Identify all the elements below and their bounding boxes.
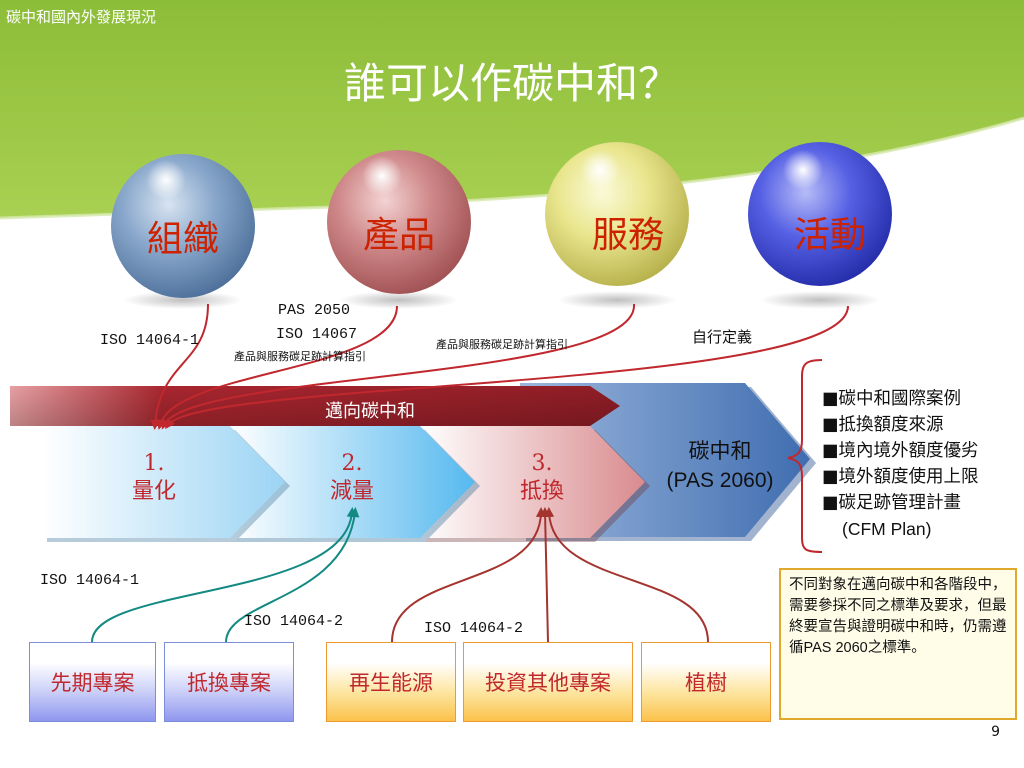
sphere-label-activity: 活動 — [793, 215, 866, 256]
slide-subtitle: 碳中和國內外發展現況 — [6, 8, 157, 26]
case-list-item: ■碳中和國際案例 — [822, 389, 962, 409]
target-line1: 碳中和 — [688, 439, 752, 463]
std-iso-14067: ISO 14067 — [276, 326, 358, 343]
banner-label: 邁向碳中和 — [325, 401, 415, 422]
project-box-tree-planting: 植樹 — [641, 642, 771, 722]
spheres-layer — [111, 142, 892, 309]
case-list-item: ■境外額度使用上限 — [822, 467, 979, 487]
project-box-renewable: 再生能源 — [326, 642, 456, 722]
step-3-number: 3. — [531, 451, 553, 476]
std-iso-14064-1-top: ISO 14064-1 — [100, 332, 200, 349]
case-list-item-cont: (CFM Plan) — [842, 519, 932, 539]
sphere-organization — [111, 154, 255, 309]
note-text: 不同對象在邁向碳中和各階段中，需要參採不同之標準及要求，但最終要宣告與證明碳中和… — [789, 577, 1007, 656]
std-self-defined: 自行定義 — [692, 328, 753, 346]
sphere-activity — [748, 142, 892, 309]
std-product-guide-left: 產品與服務碳足跡計算指引 — [234, 350, 366, 363]
sphere-service — [545, 142, 689, 309]
std-iso-14064-1-bottom: ISO 14064-1 — [40, 572, 140, 589]
project-box-offset: 抵換專案 — [164, 642, 294, 722]
case-list-item: ■境內境外額度優劣 — [822, 441, 979, 461]
target-label: 碳中和 (PAS 2060) — [640, 436, 800, 496]
note-text-end: 之標準。 — [867, 640, 926, 656]
project-box-early: 先期專案 — [29, 642, 156, 722]
page-number: 9 — [991, 724, 1000, 740]
std-iso-14064-2-left: ISO 14064-2 — [244, 613, 344, 630]
step-1-number: 1. — [143, 451, 165, 476]
case-list-item: ■抵換額度來源 — [822, 415, 944, 435]
std-iso-14064-2-right: ISO 14064-2 — [424, 620, 524, 637]
case-list-item: ■碳足跡管理計畫 — [822, 493, 962, 513]
step-1: 1. 量化 — [104, 450, 204, 505]
step-3: 3. 抵換 — [492, 450, 592, 505]
sphere-product — [327, 150, 471, 309]
note-box: 不同對象在邁向碳中和各階段中，需要參採不同之標準及要求，但最終要宣告與證明碳中和… — [779, 568, 1017, 720]
process-flow — [10, 383, 816, 542]
sphere-label-organization: 組織 — [146, 219, 219, 260]
std-pas-2050: PAS 2050 — [278, 302, 351, 319]
step-2: 2. 減量 — [302, 450, 402, 505]
case-list: ■碳中和國際案例 ■抵換額度來源 ■境內境外額度優劣 ■境外額度使用上限 ■碳足… — [822, 386, 979, 542]
project-box-investment: 投資其他專案 — [463, 642, 633, 722]
step-1-label: 量化 — [131, 478, 176, 504]
note-emphasis: PAS 2060 — [803, 640, 868, 656]
step-2-label: 減量 — [329, 478, 374, 504]
target-line2: (PAS 2060) — [666, 469, 774, 492]
sphere-label-product: 產品 — [362, 215, 435, 256]
slide-title: 誰可以作碳中和？ — [343, 59, 680, 108]
step-2-number: 2. — [341, 451, 363, 476]
sphere-label-service: 服務 — [591, 215, 664, 256]
std-product-guide-right: 產品與服務碳足跡計算指引 — [436, 338, 568, 351]
step-3-label: 抵換 — [519, 478, 564, 504]
